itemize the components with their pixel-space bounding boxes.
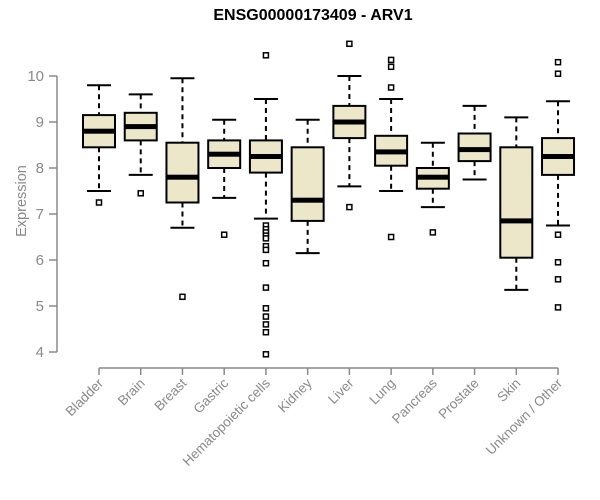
x-category-label: Gastric — [190, 375, 231, 416]
x-category-label: Skin — [494, 376, 523, 405]
box-Kidney — [290, 146, 325, 222]
median-Bladder — [83, 128, 115, 134]
median-Unknown / Other — [542, 154, 575, 159]
outlier-point — [95, 199, 103, 206]
x-category-label: Kidney — [275, 375, 315, 415]
median-Gastric — [208, 151, 241, 157]
y-tick-label: 7 — [36, 206, 44, 223]
median-Hematopoietic cells — [249, 154, 282, 159]
x-category-label: Breast — [151, 375, 189, 413]
outlier-point — [554, 58, 562, 66]
outlier-point — [554, 231, 562, 238]
outlier-point — [554, 70, 562, 77]
chart-title: ENSG00000173409 - ARV1 — [213, 7, 413, 24]
outlier-point — [554, 276, 562, 283]
outlier-point — [262, 259, 270, 267]
x-category-label: Lung — [366, 376, 398, 408]
median-Liver — [333, 119, 366, 125]
outlier-point — [262, 246, 270, 254]
outlier-point — [262, 328, 270, 336]
outlier-point — [137, 190, 144, 197]
outlier-point — [262, 305, 270, 312]
outlier-point — [262, 235, 270, 242]
x-category-label: Brain — [115, 376, 148, 409]
x-category-label: Bladder — [63, 375, 107, 419]
x-category-label: Prostate — [436, 376, 482, 422]
outlier-point — [262, 351, 270, 358]
outlier-point — [346, 40, 353, 48]
y-tick-label: 9 — [36, 114, 44, 131]
outlier-point — [179, 293, 186, 301]
y-tick-label: 10 — [27, 68, 44, 85]
y-tick-label: 5 — [36, 298, 44, 315]
outlier-point — [262, 52, 270, 59]
outlier-point — [387, 233, 395, 241]
outlier-point — [554, 259, 562, 266]
outlier-point — [554, 304, 562, 311]
box-Breast — [165, 141, 200, 204]
outlier-point — [429, 229, 437, 236]
median-Prostate — [458, 147, 491, 153]
outlier-point — [387, 84, 395, 91]
median-Brain — [124, 124, 157, 130]
outlier-point — [387, 56, 395, 64]
median-Breast — [166, 174, 199, 180]
median-Kidney — [291, 197, 324, 203]
outlier-point — [262, 313, 270, 320]
outlier-point — [387, 63, 395, 71]
outlier-point — [262, 321, 270, 328]
y-tick-label: 8 — [36, 160, 44, 177]
median-Skin — [500, 218, 533, 224]
median-Pancreas — [416, 174, 449, 180]
y-tick-label: 4 — [36, 344, 44, 361]
outlier-point — [346, 203, 353, 211]
x-category-label: Unknown / Other — [483, 375, 566, 458]
box-Skin — [499, 146, 534, 259]
median-Lung — [375, 149, 408, 155]
x-category-label: Pancreas — [389, 375, 440, 426]
x-category-label: Liver — [325, 375, 357, 407]
outlier-point — [262, 284, 270, 291]
outlier-point — [220, 231, 228, 238]
y-tick-label: 6 — [36, 252, 44, 269]
